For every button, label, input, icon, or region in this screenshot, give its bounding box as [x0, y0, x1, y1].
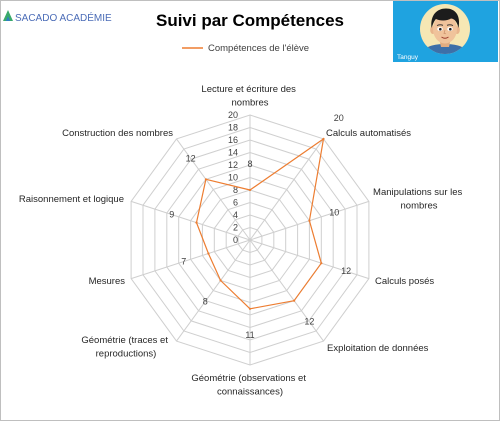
tick-label: 18 — [228, 123, 238, 133]
series-layer — [195, 137, 325, 310]
tick-label: 8 — [233, 185, 238, 195]
data-label: 8 — [203, 297, 208, 307]
axis-spoke — [130, 200, 251, 241]
axis-spoke — [249, 138, 324, 241]
data-point — [308, 219, 311, 222]
axis-spoke — [130, 239, 251, 280]
data-point — [293, 299, 296, 302]
sacado-logo-icon — [3, 10, 13, 21]
tick-label: 4 — [233, 210, 238, 220]
data-point — [195, 221, 198, 224]
axis-label: Calculs posés — [375, 276, 434, 287]
chart-title: Suivi par Compétences — [156, 11, 344, 30]
axis-label: Construction des nombres — [62, 128, 173, 139]
radial-axis-ticks: 0 2 4 6 8 10 12 14 16 18 20 — [228, 110, 238, 245]
tick-label: 16 — [228, 135, 238, 145]
data-label: 12 — [186, 153, 196, 163]
axis-label: Géométrie (traces et reproductions) — [81, 335, 170, 360]
category-labels: Lecture et écriture des nombres Calculs a… — [19, 84, 465, 398]
axis-label: Manipulations sur les nombres — [373, 187, 465, 212]
data-label: 7 — [181, 257, 186, 267]
student-avatar-icon — [420, 4, 470, 54]
data-label: 8 — [247, 159, 252, 169]
tick-label: 6 — [233, 198, 238, 208]
axis-label: Géométrie (observations et connaissances… — [191, 373, 308, 398]
axis-label: Lecture et écriture des nombres — [201, 84, 298, 109]
data-point — [219, 279, 222, 282]
legend: Compétences de l'élève — [182, 43, 309, 54]
logo-text: SACADO ACADÉMIE — [15, 11, 112, 24]
student-card: Tanguy — [393, 1, 498, 62]
legend-label: Compétences de l'élève — [208, 43, 309, 54]
tick-label: 12 — [228, 160, 238, 170]
data-label: 9 — [169, 210, 174, 220]
tick-label: 0 — [233, 235, 238, 245]
axis-spoke — [176, 239, 251, 342]
axis-spoke — [249, 239, 370, 280]
tick-label: 2 — [233, 223, 238, 233]
data-label: 11 — [245, 330, 254, 340]
data-point — [248, 188, 252, 192]
axis-label: Raisonnement et logique — [19, 194, 124, 205]
data-point — [204, 178, 207, 181]
data-point — [322, 137, 325, 140]
axis-label: Mesures — [89, 276, 126, 287]
logo[interactable]: SACADO ACADÉMIE — [3, 10, 112, 24]
tick-label: 14 — [228, 148, 238, 158]
data-point — [207, 252, 210, 255]
axis-spoke — [176, 138, 251, 241]
axis-spoke — [249, 239, 324, 342]
data-label: 10 — [329, 208, 339, 218]
axis-label: Calculs automatisés — [326, 128, 411, 139]
axis-label: Exploitation de données — [327, 343, 429, 354]
data-label: 20 — [334, 113, 344, 123]
data-label: 12 — [341, 266, 351, 276]
radar-spokes — [130, 115, 370, 365]
data-point — [248, 307, 252, 310]
data-point — [320, 262, 323, 265]
tick-label: 20 — [228, 110, 238, 120]
tick-label: 10 — [228, 173, 238, 183]
data-label: 12 — [304, 317, 314, 327]
student-name: Tanguy — [397, 54, 419, 61]
